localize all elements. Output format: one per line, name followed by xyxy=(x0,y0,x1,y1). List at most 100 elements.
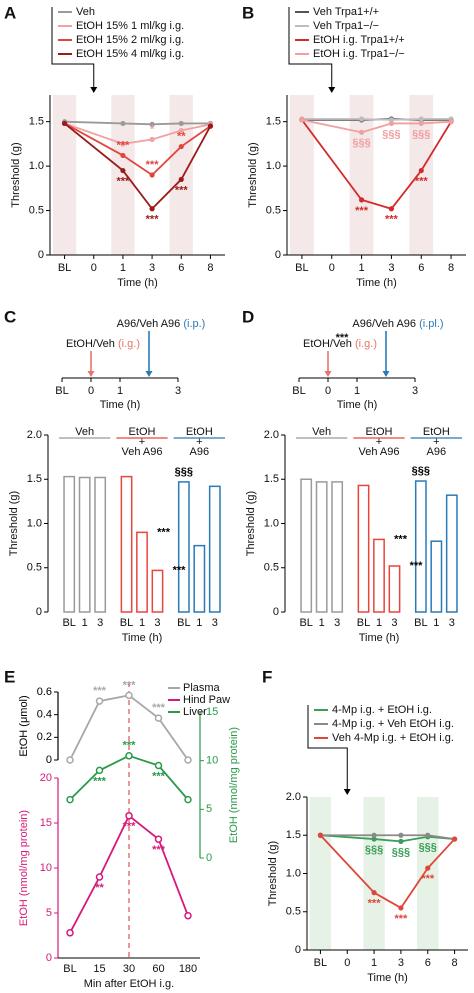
bar-label: 3 xyxy=(154,617,160,629)
significance: §§§ xyxy=(412,465,430,477)
shaded-band xyxy=(289,95,314,255)
data-point xyxy=(120,120,126,127)
legend-label: EtOH 15% 4 ml/kg i.g. xyxy=(76,48,184,60)
data-point xyxy=(398,838,404,844)
significance: *** xyxy=(93,685,107,697)
treatment-name: A96/Veh A96 xyxy=(352,318,416,330)
data-point xyxy=(371,890,377,896)
significance: *** xyxy=(415,175,429,187)
group-label: EtOH xyxy=(366,426,393,438)
group-label: + xyxy=(139,436,145,448)
data-point xyxy=(178,120,184,127)
legend-label: Veh 4-Mp i.g. + EtOH i.g. xyxy=(332,732,454,744)
x-tick-label: 0 xyxy=(91,262,97,274)
y-axis-label: EtOH (nmol/mg protein) xyxy=(228,727,240,843)
y-tick-label: 0.4 xyxy=(37,709,52,721)
significance: *** xyxy=(394,533,408,545)
y-tick-label: 0.5 xyxy=(29,204,44,216)
y-axis-label: Threshold (g) xyxy=(10,142,22,207)
bar xyxy=(373,538,385,613)
significance: *** xyxy=(146,214,160,226)
bar xyxy=(63,475,76,613)
timeline-tick-label: 3 xyxy=(412,385,418,397)
significance: *** xyxy=(355,205,369,217)
y-axis-label: Threshold (g) xyxy=(245,491,257,556)
x-axis-label: Time (h) xyxy=(356,277,397,289)
data-point xyxy=(149,172,155,178)
data-point xyxy=(120,141,126,147)
significance: §§§ xyxy=(365,844,383,856)
y-axis-label: EtOH (μmol) xyxy=(18,695,30,756)
x-tick-label: 60 xyxy=(152,963,164,975)
bar xyxy=(315,481,328,613)
data-point xyxy=(418,120,424,127)
legend-label: Veh Trpa1+/+ xyxy=(313,6,379,18)
bar xyxy=(445,494,458,613)
data-point xyxy=(66,756,74,764)
y-tick-label: 5 xyxy=(206,803,212,815)
legend-label: 4-Mp i.g. + Veh EtOH i.g. xyxy=(332,718,454,730)
schematic-note: *** xyxy=(336,332,350,344)
y-tick-label: 1.5 xyxy=(286,829,301,841)
arrow-head xyxy=(90,87,98,93)
x-tick-label: BL xyxy=(314,957,327,969)
x-tick-label: 6 xyxy=(418,262,424,274)
bar-label: 3 xyxy=(334,617,340,629)
bar xyxy=(300,478,313,613)
y-tick-label: 15 xyxy=(206,706,218,718)
panel-label: D xyxy=(242,307,254,326)
group-label: Veh A96 xyxy=(359,446,400,458)
bar-label: BL xyxy=(177,617,190,629)
y-tick-label: 0 xyxy=(206,852,212,864)
significance: §§§ xyxy=(352,137,370,149)
data-point xyxy=(154,835,163,843)
y-tick-label: 0.5 xyxy=(264,562,279,574)
data-point xyxy=(425,865,431,871)
x-tick-label: 0 xyxy=(344,957,350,969)
data-point xyxy=(178,127,184,134)
data-point xyxy=(425,832,431,838)
significance: §§§ xyxy=(175,466,193,478)
shaded-band xyxy=(309,797,332,950)
data-point xyxy=(149,121,155,127)
x-tick-label: 6 xyxy=(425,957,431,969)
bar-label: 3 xyxy=(97,617,103,629)
x-tick-label: 3 xyxy=(388,262,394,274)
shaded-band xyxy=(349,95,374,255)
significance: *** xyxy=(123,740,137,752)
significance: *** xyxy=(116,139,130,151)
shaded-band xyxy=(169,95,193,255)
arrow-head xyxy=(145,371,153,377)
bar xyxy=(388,565,401,613)
data-point xyxy=(418,167,424,174)
x-axis-label: Time (h) xyxy=(367,972,408,984)
significance: *** xyxy=(116,175,130,187)
y-tick-label: 0 xyxy=(273,606,279,618)
timeline-tick-label: 0 xyxy=(88,385,94,397)
shaded-band xyxy=(409,95,434,255)
shaded-band xyxy=(52,95,77,255)
y-axis-label: Threshold (g) xyxy=(8,491,20,556)
y-tick-label: 2.0 xyxy=(264,429,279,441)
group-label: EtOH xyxy=(186,426,213,438)
legend-label: EtOH 15% 2 ml/kg i.g. xyxy=(76,34,184,46)
y-axis-label: EtOH (nmol/mg protein) xyxy=(18,810,30,926)
x-tick-label: BL xyxy=(58,262,71,274)
data-point xyxy=(125,691,133,700)
bar-label: 1 xyxy=(196,617,202,629)
data-point xyxy=(358,129,365,135)
timeline-tick-label: 0 xyxy=(325,385,331,397)
y-tick-label: 0 xyxy=(295,944,301,956)
data-point xyxy=(184,756,192,764)
bar-label: 1 xyxy=(376,617,382,629)
timeline-tick-label: 1 xyxy=(354,385,360,397)
series-line xyxy=(301,118,452,121)
data-point xyxy=(184,795,192,804)
data-point xyxy=(398,905,404,911)
bar xyxy=(120,475,133,613)
significance: §§§ xyxy=(412,128,430,140)
legend-label: Veh Trpa1−/− xyxy=(313,20,379,32)
x-tick-label: 1 xyxy=(359,262,365,274)
data-point xyxy=(388,117,395,123)
treatment-route: (i.p.) xyxy=(183,318,205,330)
